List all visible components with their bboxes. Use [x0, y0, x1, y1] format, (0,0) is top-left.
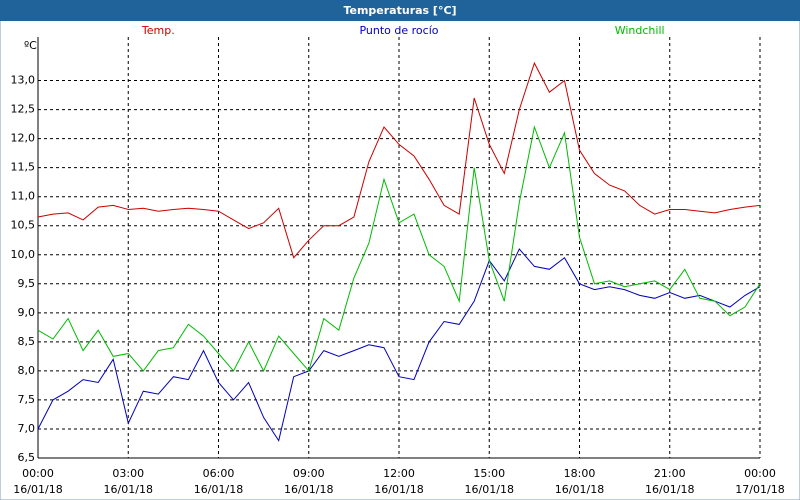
- legend-entry: Temp.: [141, 24, 175, 37]
- y-unit-label: ºC: [24, 39, 37, 52]
- x-tick-label: 06:00: [203, 467, 235, 480]
- x-tick-date: 16/01/18: [374, 483, 423, 496]
- x-tick-date: 16/01/18: [645, 483, 694, 496]
- x-tick-date: 16/01/18: [465, 483, 514, 496]
- y-tick-label: 9,0: [18, 306, 36, 319]
- y-tick-label: 8,0: [18, 364, 36, 377]
- y-tick-label: 6,5: [18, 451, 36, 464]
- x-tick-label: 21:00: [654, 467, 686, 480]
- y-tick-label: 13,0: [11, 74, 36, 87]
- legend-entry: Punto de rocío: [359, 24, 438, 37]
- y-tick-label: 7,0: [18, 422, 36, 435]
- y-tick-label: 7,5: [18, 393, 36, 406]
- y-tick-label: 11,5: [11, 161, 36, 174]
- y-tick-label: 12,5: [11, 103, 36, 116]
- legend-entry: Windchill: [615, 24, 665, 37]
- x-tick-date: 16/01/18: [555, 483, 604, 496]
- series-line: [37, 248, 761, 442]
- x-tick-date: 16/01/18: [13, 483, 62, 496]
- x-tick-label: 12:00: [383, 467, 415, 480]
- y-tick-label: 10,5: [11, 219, 36, 232]
- x-tick-label: 15:00: [473, 467, 505, 480]
- y-tick-label: 11,0: [11, 190, 36, 203]
- x-tick-date: 17/01/18: [735, 483, 784, 496]
- series-line: [37, 61, 761, 259]
- x-tick-date: 16/01/18: [284, 483, 333, 496]
- x-tick-date: 16/01/18: [194, 483, 243, 496]
- x-tick-label: 03:00: [112, 467, 144, 480]
- x-tick-label: 00:00: [22, 467, 54, 480]
- x-tick-label: 18:00: [564, 467, 596, 480]
- y-tick-label: 9,5: [18, 277, 36, 290]
- title-bar: [0, 0, 800, 21]
- x-tick-label: 09:00: [293, 467, 325, 480]
- y-tick-label: 8,5: [18, 335, 36, 348]
- y-tick-label: 10,0: [11, 248, 36, 261]
- y-tick-label: 12,0: [11, 132, 36, 145]
- x-tick-date: 16/01/18: [104, 483, 153, 496]
- chart-title: Temperaturas [°C]: [343, 4, 456, 17]
- series-line: [37, 125, 761, 373]
- x-tick-label: 00:00: [744, 467, 776, 480]
